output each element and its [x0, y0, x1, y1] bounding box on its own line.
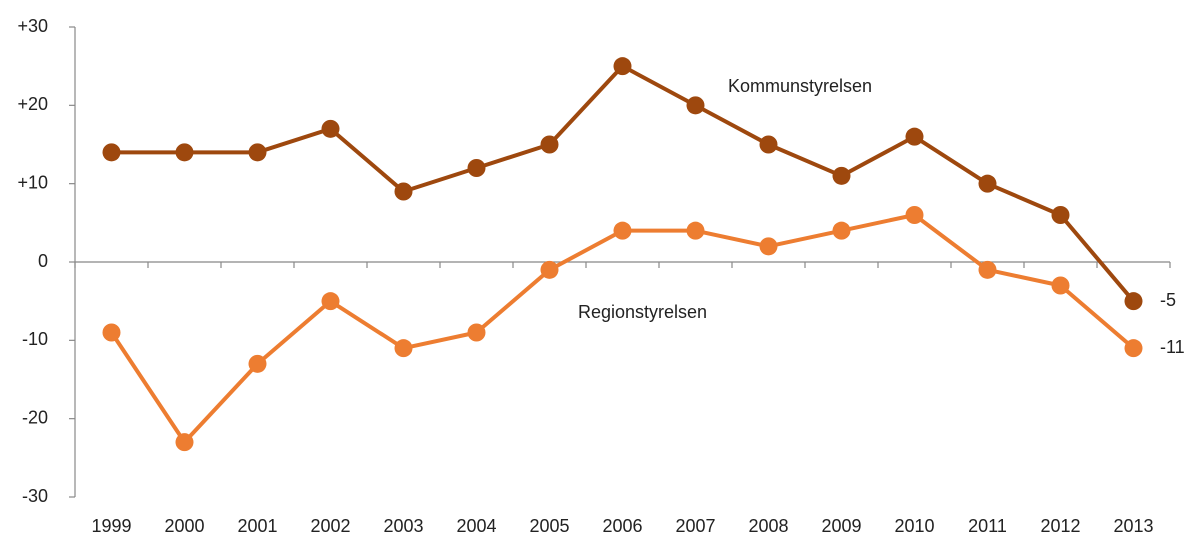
marker — [321, 292, 340, 311]
marker — [1124, 339, 1143, 358]
marker — [978, 174, 997, 193]
marker — [540, 135, 559, 154]
marker — [1051, 206, 1070, 224]
x-tick-label: 2002 — [310, 516, 350, 536]
marker — [248, 143, 267, 162]
marker — [905, 206, 924, 224]
marker — [1051, 276, 1070, 295]
x-tick-label: 2005 — [529, 516, 569, 536]
x-tick-label: 2013 — [1113, 516, 1153, 536]
marker — [759, 135, 778, 154]
marker — [102, 323, 121, 342]
data-label: -5 — [1160, 290, 1176, 310]
y-tick-label: +10 — [17, 172, 48, 192]
marker — [1124, 292, 1143, 311]
marker — [978, 260, 997, 279]
marker — [321, 119, 340, 138]
marker — [540, 260, 559, 279]
x-tick-label: 2003 — [383, 516, 423, 536]
x-tick-label: 2006 — [602, 516, 642, 536]
marker — [759, 237, 778, 256]
marker — [175, 433, 194, 452]
marker — [467, 159, 486, 177]
x-tick-label: 2004 — [456, 516, 496, 536]
marker — [613, 221, 632, 240]
y-tick-label: -20 — [22, 407, 48, 427]
x-tick-label: 2009 — [821, 516, 861, 536]
y-tick-label: +30 — [17, 16, 48, 36]
marker — [686, 96, 705, 115]
marker — [905, 127, 924, 146]
y-tick-label: -10 — [22, 329, 48, 349]
marker — [832, 166, 851, 185]
y-tick-label: -30 — [22, 486, 48, 506]
x-tick-label: 2010 — [894, 516, 934, 536]
series-line — [109, 213, 1135, 445]
marker — [175, 143, 194, 162]
marker — [467, 323, 486, 342]
x-tick-label: 1999 — [91, 516, 131, 536]
x-tick-label: 2008 — [748, 516, 788, 536]
marker — [394, 339, 413, 358]
y-tick-label: 0 — [38, 251, 48, 271]
x-tick-label: 2001 — [237, 516, 277, 536]
x-tick-label: 2000 — [164, 516, 204, 536]
x-tick-label: 2012 — [1040, 516, 1080, 536]
marker — [102, 143, 121, 162]
marker — [394, 182, 413, 201]
x-tick-label: 2011 — [968, 516, 1007, 536]
marker — [613, 57, 632, 76]
marker — [832, 221, 851, 240]
series-label: Kommunstyrelsen — [728, 76, 872, 96]
data-label: -11 — [1160, 337, 1185, 357]
marker — [686, 221, 705, 240]
series-label: Regionstyrelsen — [578, 302, 707, 322]
x-tick-label: 2007 — [675, 516, 715, 536]
y-tick-label: +20 — [17, 94, 48, 114]
marker — [248, 354, 267, 373]
